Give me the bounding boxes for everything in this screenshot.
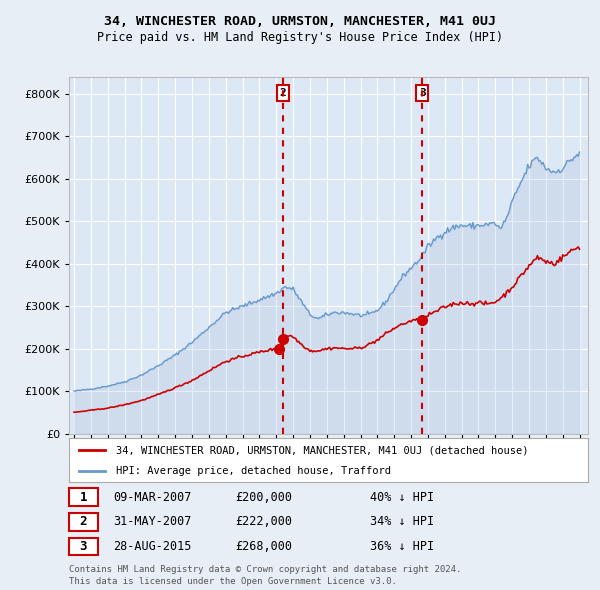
Text: 2: 2 <box>80 515 87 529</box>
Text: 36% ↓ HPI: 36% ↓ HPI <box>370 540 434 553</box>
FancyBboxPatch shape <box>69 489 98 506</box>
Text: This data is licensed under the Open Government Licence v3.0.: This data is licensed under the Open Gov… <box>69 577 397 586</box>
Text: 2: 2 <box>280 88 287 98</box>
Text: 3: 3 <box>419 88 425 98</box>
Text: Price paid vs. HM Land Registry's House Price Index (HPI): Price paid vs. HM Land Registry's House … <box>97 31 503 44</box>
FancyBboxPatch shape <box>69 537 98 555</box>
Text: 28-AUG-2015: 28-AUG-2015 <box>113 540 191 553</box>
Text: £222,000: £222,000 <box>235 515 292 529</box>
Text: 34, WINCHESTER ROAD, URMSTON, MANCHESTER, M41 0UJ (detached house): 34, WINCHESTER ROAD, URMSTON, MANCHESTER… <box>116 445 528 455</box>
Text: 31-MAY-2007: 31-MAY-2007 <box>113 515 191 529</box>
Text: 40% ↓ HPI: 40% ↓ HPI <box>370 491 434 504</box>
Text: 1: 1 <box>80 491 87 504</box>
Text: 34% ↓ HPI: 34% ↓ HPI <box>370 515 434 529</box>
Text: 3: 3 <box>80 540 87 553</box>
FancyBboxPatch shape <box>69 513 98 531</box>
Text: Contains HM Land Registry data © Crown copyright and database right 2024.: Contains HM Land Registry data © Crown c… <box>69 565 461 574</box>
Text: £200,000: £200,000 <box>235 491 292 504</box>
Text: 34, WINCHESTER ROAD, URMSTON, MANCHESTER, M41 0UJ: 34, WINCHESTER ROAD, URMSTON, MANCHESTER… <box>104 15 496 28</box>
Text: HPI: Average price, detached house, Trafford: HPI: Average price, detached house, Traf… <box>116 466 391 476</box>
Text: 09-MAR-2007: 09-MAR-2007 <box>113 491 191 504</box>
Text: £268,000: £268,000 <box>235 540 292 553</box>
